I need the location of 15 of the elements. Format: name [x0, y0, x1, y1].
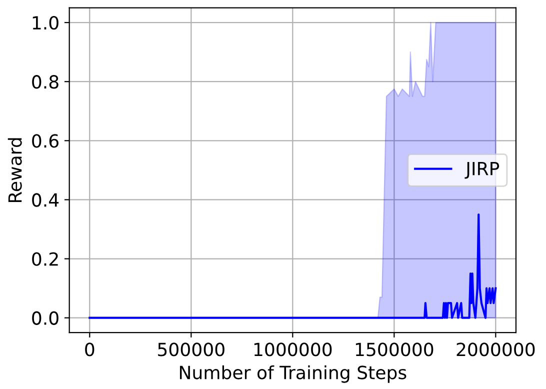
x-tick-label: 1500000 [356, 342, 434, 356]
y-tick-label: 0.2 [32, 252, 58, 266]
line-series [88, 213, 497, 319]
x-axis-title: Number of Training Steps [180, 365, 406, 383]
y-tick-label: 0.0 [32, 311, 58, 325]
legend-label: JIRP [464, 162, 500, 179]
x-tick-label: 2000000 [456, 342, 535, 356]
y-tick-label: 0.4 [32, 193, 59, 207]
x-tick-label: 1000000 [254, 342, 332, 356]
x-tick-label: 500000 [158, 342, 224, 356]
x-tick-label: 0 [85, 342, 94, 356]
y-tick-label: 1.0 [32, 16, 58, 30]
y-tick-label: 0.6 [32, 134, 58, 148]
y-axis-title: Reward [8, 138, 22, 202]
y-tick-label: 0.8 [32, 75, 58, 89]
